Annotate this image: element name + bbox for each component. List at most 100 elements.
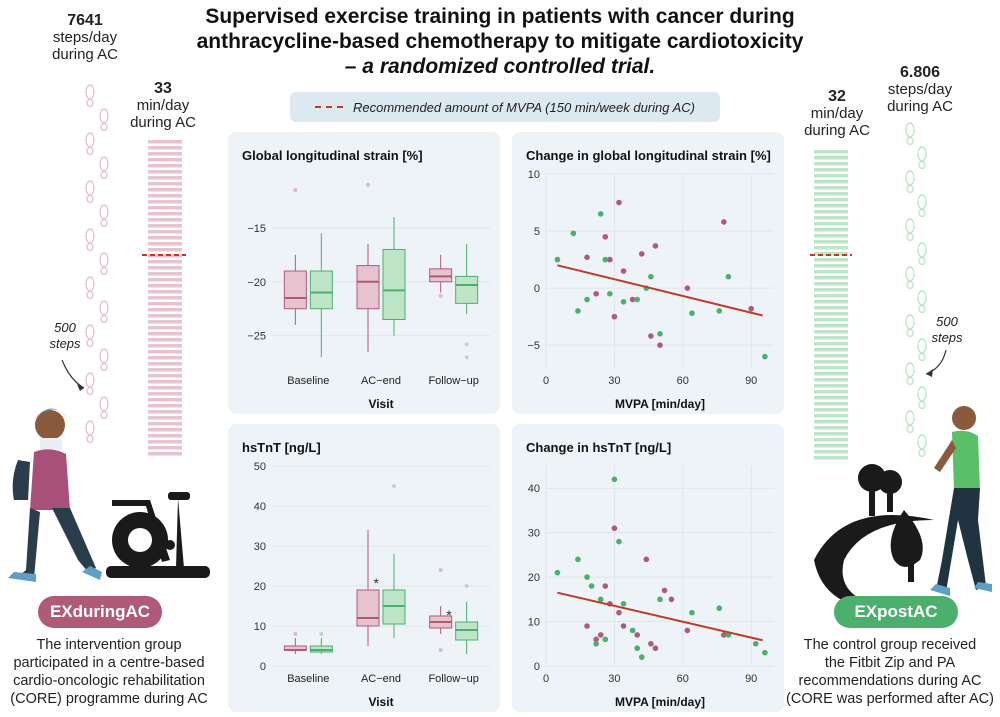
min-bar bbox=[814, 156, 848, 160]
left-min-stat: 33 min/day during AC bbox=[118, 80, 208, 131]
box bbox=[382, 248, 406, 320]
min-bar bbox=[148, 188, 182, 192]
y-tick-label: 20 bbox=[528, 572, 540, 584]
min-bar bbox=[148, 236, 182, 240]
min-bar bbox=[148, 446, 182, 450]
min-bar bbox=[814, 396, 848, 400]
footprint-icon bbox=[86, 434, 94, 444]
footprint-icon bbox=[86, 194, 94, 204]
outlier-point bbox=[464, 355, 469, 360]
data-point bbox=[634, 632, 640, 638]
right-steps-period: during AC bbox=[887, 98, 953, 115]
dashed-line-icon bbox=[314, 106, 343, 108]
min-bar bbox=[148, 218, 182, 222]
footprint-icon bbox=[99, 348, 109, 364]
footprint-icon bbox=[100, 362, 108, 372]
min-bar bbox=[148, 230, 182, 234]
min-bar bbox=[814, 228, 848, 232]
footprint-icon bbox=[100, 314, 108, 324]
arrow-icon bbox=[925, 349, 947, 375]
data-point bbox=[602, 636, 609, 643]
min-bar bbox=[148, 170, 182, 174]
min-bar bbox=[814, 444, 848, 448]
data-point bbox=[668, 596, 675, 603]
footprint-icon bbox=[85, 420, 95, 436]
page-title: Supervised exercise training in patients… bbox=[180, 4, 820, 79]
min-bar bbox=[814, 390, 848, 394]
min-bar bbox=[148, 266, 182, 270]
min-bar bbox=[148, 320, 182, 324]
footprint-icon bbox=[85, 84, 95, 100]
min-bar bbox=[814, 312, 848, 316]
right-steps-stat: 6.806 steps/day during AC bbox=[870, 64, 970, 115]
data-point bbox=[616, 199, 622, 206]
min-bar bbox=[148, 200, 182, 204]
data-point bbox=[611, 313, 618, 320]
expostac-badge: EXpostAC bbox=[834, 596, 958, 628]
min-bar bbox=[148, 176, 182, 180]
x-tick-label: Baseline bbox=[287, 375, 329, 387]
footprint-icon bbox=[100, 218, 108, 228]
min-bar bbox=[814, 192, 848, 196]
min-bar bbox=[148, 410, 182, 414]
footprint-icon bbox=[905, 410, 915, 426]
data-point bbox=[684, 285, 691, 291]
right-min-value: 32 bbox=[828, 88, 846, 105]
data-point bbox=[620, 299, 627, 305]
outlier-point bbox=[464, 584, 469, 588]
data-point bbox=[611, 476, 618, 483]
y-tick-label: −25 bbox=[247, 331, 266, 343]
significance-marker: * bbox=[446, 607, 452, 623]
footprint-icon bbox=[917, 194, 927, 210]
left-steps-unit: steps/day bbox=[52, 29, 118, 46]
x-tick-label: 30 bbox=[608, 375, 620, 387]
x-tick-label: 60 bbox=[677, 673, 689, 685]
data-point bbox=[721, 632, 727, 638]
min-bar bbox=[814, 264, 848, 268]
x-tick-label: AC−end bbox=[361, 673, 401, 685]
min-bar bbox=[148, 308, 182, 312]
footprint-icon bbox=[906, 136, 914, 146]
min-bar bbox=[148, 392, 182, 396]
min-bar bbox=[148, 356, 182, 360]
y-tick-label: 0 bbox=[534, 661, 540, 673]
footprint-icon bbox=[99, 204, 109, 220]
footprint-icon bbox=[86, 242, 94, 252]
min-bar bbox=[148, 398, 182, 402]
min-bar bbox=[814, 150, 848, 154]
y-tick-label: 5 bbox=[534, 226, 540, 238]
data-point bbox=[584, 623, 590, 629]
footprint-icon bbox=[86, 98, 94, 108]
min-bars bbox=[148, 140, 182, 456]
data-point bbox=[602, 256, 609, 263]
left-steps-stat: 7641 steps/day during AC bbox=[40, 12, 130, 63]
left-description: The intervention group participated in a… bbox=[10, 637, 208, 707]
y-tick-label: 10 bbox=[528, 169, 540, 181]
footprint-icon bbox=[918, 400, 926, 410]
walking-woman-icon bbox=[930, 406, 992, 596]
x-tick-label: 0 bbox=[543, 375, 549, 387]
min-bar bbox=[148, 248, 182, 252]
outlier-point bbox=[438, 293, 443, 298]
min-bar bbox=[148, 386, 182, 390]
min-bar bbox=[148, 146, 182, 150]
data-point bbox=[648, 273, 654, 280]
min-bar bbox=[148, 296, 182, 300]
min-bar bbox=[814, 336, 848, 340]
footprint-icon bbox=[100, 170, 108, 180]
data-point bbox=[593, 636, 599, 643]
data-point bbox=[620, 623, 627, 629]
x-axis-label: Visit bbox=[368, 397, 393, 411]
y-tick-label: 40 bbox=[528, 483, 540, 495]
min-bar bbox=[814, 300, 848, 304]
footprint-icon bbox=[905, 266, 915, 282]
right-illustration bbox=[810, 122, 992, 611]
data-point bbox=[575, 308, 581, 314]
min-bar bbox=[148, 224, 182, 228]
x-tick-label: 60 bbox=[677, 375, 689, 387]
box bbox=[283, 270, 307, 310]
data-point bbox=[597, 596, 604, 603]
box bbox=[356, 589, 380, 627]
min-bar bbox=[814, 258, 848, 262]
outlier-point bbox=[438, 568, 443, 572]
